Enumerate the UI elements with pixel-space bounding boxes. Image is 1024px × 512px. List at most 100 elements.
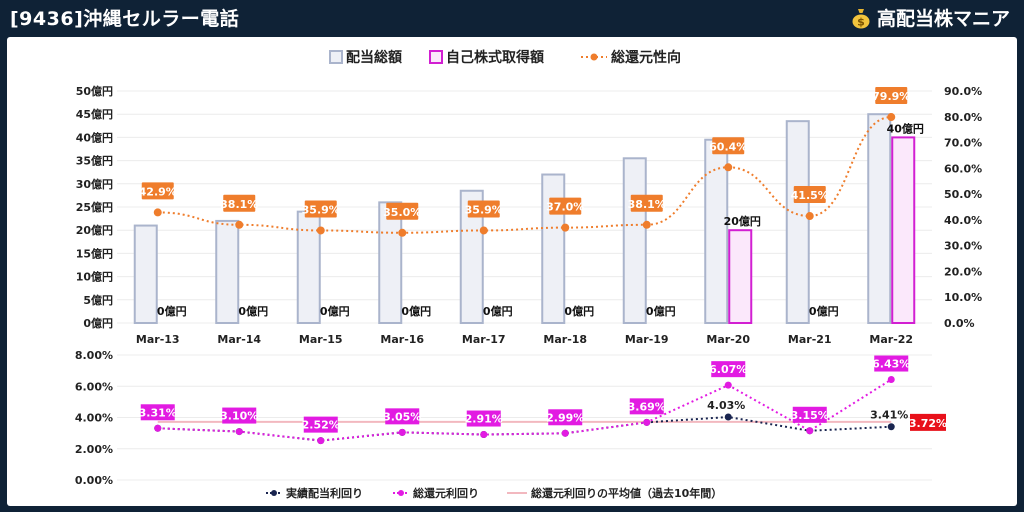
payout-label: 38.1% bbox=[628, 198, 666, 211]
y-tick-label-right: 60.0% bbox=[944, 162, 982, 175]
payout-label-bg bbox=[793, 186, 826, 204]
total-yield-line-point bbox=[154, 424, 162, 432]
dividend-bar bbox=[215, 219, 240, 324]
total-yield-line-point bbox=[724, 381, 732, 389]
buyback-label: 0億円 bbox=[401, 304, 431, 318]
total-yield-label-bg bbox=[711, 361, 746, 378]
total-yield-label: 3.10% bbox=[220, 410, 258, 423]
payout-label: 41.5% bbox=[791, 189, 829, 202]
x-tick-label: Mar-15 bbox=[299, 333, 343, 346]
total-yield-line-point bbox=[887, 376, 895, 384]
dividend-bar bbox=[622, 157, 647, 324]
total-yield-label-bg bbox=[466, 410, 501, 427]
payout-label: 35.9% bbox=[465, 203, 503, 216]
total-yield-line-point bbox=[643, 418, 651, 426]
payout-label: 37.0% bbox=[546, 201, 584, 214]
total-yield-label-bg bbox=[385, 408, 420, 425]
legend-label-buyback: 自己株式取得額 bbox=[446, 49, 544, 66]
legend-swatch-dividend bbox=[329, 50, 343, 64]
legend-marker-total bbox=[398, 490, 404, 496]
y-tick-label-left: 15億円 bbox=[76, 246, 113, 260]
chart-svg: 配当総額 自己株式取得額 総還元性向 0億円 5億円 10億円 15億円 20億円 25億… bbox=[75, 49, 982, 500]
y-tick-label-right: 50.0% bbox=[944, 188, 982, 201]
x-tick-label: Mar-14 bbox=[217, 333, 261, 346]
total-yield-label: 3.69% bbox=[628, 400, 666, 413]
dividend-bar bbox=[541, 173, 566, 324]
yield-lines bbox=[154, 376, 895, 445]
payout-label-bg bbox=[304, 200, 337, 218]
legend-label-total: 総還元利回り bbox=[413, 486, 479, 500]
dividend-bar bbox=[867, 113, 892, 324]
payout-label-bg bbox=[386, 202, 419, 220]
y-tick-label-left: 20億円 bbox=[76, 223, 113, 237]
x-tick-label: Mar-22 bbox=[869, 333, 913, 346]
legend-swatch-buyback bbox=[429, 50, 443, 64]
actual-yield-label: 4.03% bbox=[707, 399, 745, 412]
average-label: 3.72% bbox=[909, 417, 947, 430]
y-tick-label-right: 10.0% bbox=[944, 291, 982, 304]
brand-name: 高配当株マニア bbox=[876, 8, 1010, 30]
payout-point bbox=[724, 163, 733, 172]
total-yield-label: 2.99% bbox=[546, 411, 584, 424]
dividend-bar bbox=[378, 201, 403, 324]
x-tick-label: Mar-17 bbox=[462, 333, 506, 346]
buyback-label: 0億円 bbox=[157, 304, 187, 318]
payout-label: 35.9% bbox=[302, 203, 340, 216]
total-yield-line-point bbox=[235, 428, 243, 436]
total-yield-label: 6.43% bbox=[872, 358, 910, 371]
y-tick-label-right: 0.0% bbox=[944, 317, 975, 330]
buyback-label: 0億円 bbox=[320, 304, 350, 318]
total-yield-line-point bbox=[480, 431, 488, 439]
payout-point bbox=[642, 220, 651, 229]
buyback-bar bbox=[891, 136, 916, 325]
dividend-bar bbox=[785, 120, 810, 324]
y-tick-label-right: 30.0% bbox=[944, 240, 982, 253]
actual-yield-label: 3.41% bbox=[870, 409, 908, 422]
payout-label-bg bbox=[141, 182, 174, 200]
y-tick-label-right: 40.0% bbox=[944, 214, 982, 227]
total-yield-label-bg bbox=[548, 409, 583, 426]
y-tick-label-left: 25億円 bbox=[76, 200, 113, 214]
payout-point bbox=[398, 228, 407, 237]
y-tick-label-right: 80.0% bbox=[944, 111, 982, 124]
total-yield-label-bg bbox=[222, 407, 257, 424]
payout-line bbox=[153, 113, 896, 237]
money-bag-icon: $ bbox=[852, 8, 870, 28]
top-labels: 0億円 0億円 0億円 0億円 0億円 0億円 0億円 20億円 0億円 40億円 42.9% 38.… bbox=[139, 87, 924, 318]
payout-label-bg bbox=[467, 200, 500, 218]
total-yield-label: 2.91% bbox=[465, 413, 503, 426]
y-tick-label-right: 90.0% bbox=[944, 85, 982, 98]
top-bars bbox=[133, 113, 916, 325]
y-tick-label-bottom: 2.00% bbox=[75, 443, 113, 456]
brand-logo: $ 高配当株マニア bbox=[851, 4, 1010, 31]
y-tick-label-left: 10億円 bbox=[76, 270, 113, 284]
payout-label: 42.9% bbox=[139, 185, 177, 198]
payout-label: 38.1% bbox=[220, 198, 258, 211]
payout-point bbox=[887, 113, 896, 122]
total-yield-line bbox=[157, 378, 892, 442]
buyback-label: 0億円 bbox=[483, 304, 513, 318]
y-tick-label-bottom: 0.00% bbox=[75, 474, 113, 487]
page-title: [9436]沖縄セルラー電話 bbox=[10, 8, 240, 30]
buyback-label: 0億円 bbox=[238, 304, 268, 318]
buyback-label: 0億円 bbox=[646, 304, 676, 318]
y-tick-label-left: 35億円 bbox=[76, 154, 113, 168]
top-legend: 配当総額 自己株式取得額 総還元性向 bbox=[329, 49, 681, 66]
total-yield-line-point bbox=[806, 427, 814, 435]
payout-label: 79.9% bbox=[872, 90, 910, 103]
payout-label-bg bbox=[223, 194, 256, 212]
y-tick-label-left: 0億円 bbox=[83, 316, 113, 330]
y-tick-label-right: 20.0% bbox=[944, 265, 982, 278]
y-tick-label-bottom: 8.00% bbox=[75, 349, 113, 362]
buyback-label: 40億円 bbox=[887, 121, 924, 135]
buyback-label: 0億円 bbox=[809, 304, 839, 318]
yield-labels: 3.31% 3.10% 2.52% 3.05% 2.91% 2.99% 3.69% 6.07%… bbox=[139, 355, 947, 433]
svg-text:$: $ bbox=[857, 15, 865, 28]
total-yield-line-point bbox=[561, 429, 569, 437]
dividend-bar bbox=[459, 189, 484, 324]
legend-label-payout: 総還元性向 bbox=[611, 49, 681, 66]
payout-line-path bbox=[157, 116, 892, 234]
payout-point bbox=[316, 226, 325, 235]
total-yield-label-bg bbox=[140, 404, 175, 421]
total-yield-label-bg bbox=[629, 398, 664, 415]
